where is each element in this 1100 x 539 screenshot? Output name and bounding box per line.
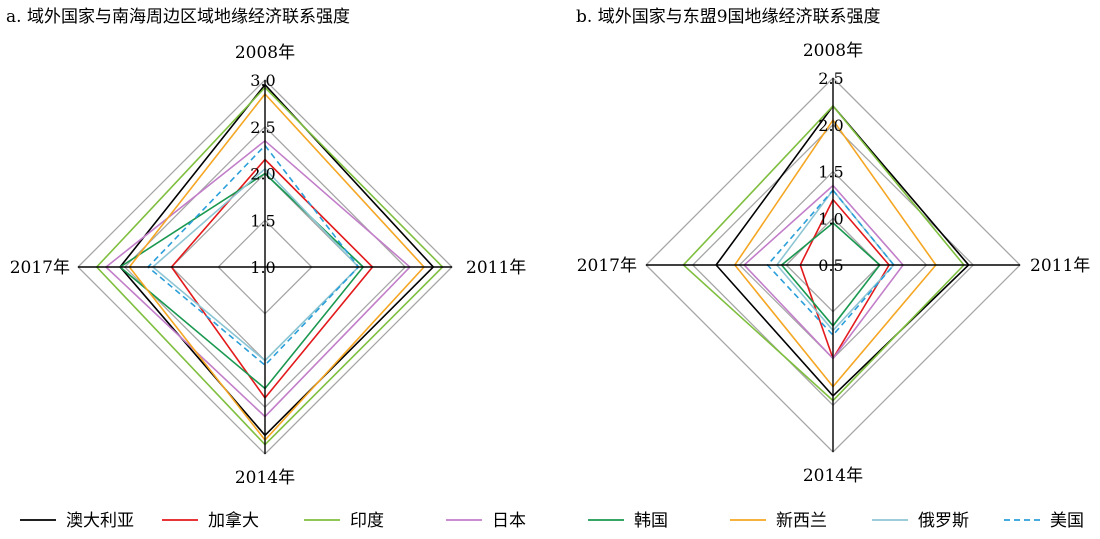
legend-label: 美国 bbox=[1050, 511, 1084, 531]
legend-label: 印度 bbox=[350, 511, 384, 531]
series-1-polygon bbox=[799, 198, 891, 361]
panel-title: b. 域外国家与东盟9国地缘经济联系强度 bbox=[576, 7, 881, 27]
panel-a-radar: a. 域外国家与南海周边区域地缘经济联系强度 1.0 1.5 2.0 2.5 3.0 200… bbox=[6, 7, 526, 488]
legend-label: 新西兰 bbox=[776, 511, 827, 531]
tick-label: 2.5 bbox=[250, 118, 275, 137]
axis-label: 2011年 bbox=[1030, 256, 1090, 276]
legend: 澳大利亚 加拿大 印度 日本 韩国 新西兰 俄罗斯 美国 bbox=[20, 510, 1084, 531]
series-7-polygon bbox=[766, 188, 895, 337]
axis-label: 2008年 bbox=[235, 43, 295, 63]
tick-label: 1.0 bbox=[818, 209, 843, 228]
axis-label: 2011年 bbox=[466, 258, 526, 278]
tick-label: 2.0 bbox=[818, 116, 843, 135]
series-4-polygon bbox=[118, 172, 365, 390]
axis-label: 2014年 bbox=[803, 466, 863, 486]
legend-label: 韩国 bbox=[634, 511, 668, 531]
legend-label: 俄罗斯 bbox=[918, 511, 969, 531]
legend-label: 澳大利亚 bbox=[66, 511, 134, 531]
tick-label: 3.0 bbox=[250, 71, 275, 90]
axis-label: 2008年 bbox=[803, 41, 863, 61]
axis-label: 2014年 bbox=[235, 468, 295, 488]
legend-label: 加拿大 bbox=[208, 510, 259, 531]
tick-label: 1.5 bbox=[250, 211, 275, 230]
legend-label: 日本 bbox=[492, 511, 526, 531]
axis-label: 2017年 bbox=[10, 258, 70, 278]
panel-title: a. 域外国家与南海周边区域地缘经济联系强度 bbox=[6, 7, 350, 27]
tick-label: 1.0 bbox=[250, 258, 275, 277]
series-7-polygon bbox=[146, 144, 360, 367]
series-5-polygon bbox=[733, 118, 937, 388]
tick-label: 2.0 bbox=[250, 165, 275, 184]
tick-label: 2.5 bbox=[818, 69, 843, 88]
tick-label: 1.5 bbox=[818, 163, 843, 182]
panel-b-radar: b. 域外国家与东盟9国地缘经济联系强度 0.5 1.0 1.5 2.0 2.5 2008年… bbox=[576, 7, 1090, 486]
tick-label: 0.5 bbox=[818, 256, 843, 275]
axis-label: 2017年 bbox=[577, 256, 637, 276]
